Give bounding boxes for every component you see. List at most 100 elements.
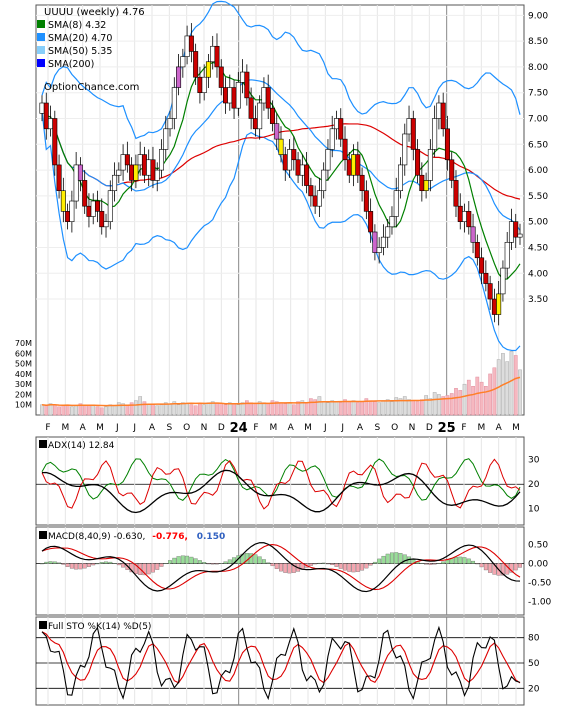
price-tick-label: 4.00 [528, 269, 548, 279]
candle-body [410, 118, 416, 150]
volume-tick-label: 40M [15, 370, 32, 379]
macd-histogram-bar [513, 563, 518, 571]
candle-body [116, 169, 122, 176]
candle-body [342, 138, 348, 161]
candle-body [338, 118, 344, 140]
volume-bar [40, 404, 44, 416]
candle-body [423, 180, 429, 192]
candle-body [504, 242, 510, 269]
price-tick-label: 9.00 [528, 11, 548, 21]
volume-bar [159, 404, 164, 416]
volume-bar [274, 401, 279, 416]
macd-histogram-bar [116, 563, 121, 566]
candle-body [124, 154, 130, 166]
volume-bar [291, 404, 296, 416]
candle-body [312, 195, 318, 207]
candle-body [385, 226, 391, 238]
legend-label: SMA(200) [48, 59, 94, 70]
x-tick-label: S [166, 423, 172, 433]
candle-body [201, 76, 207, 93]
macd-histogram-bar [159, 563, 164, 567]
indicator-tick-label: 0.50 [528, 541, 548, 551]
price-tick-label: 5.00 [528, 218, 548, 228]
candle-body [69, 200, 75, 222]
indicator-tick-label: 0.00 [528, 560, 548, 570]
candle-body [355, 154, 361, 176]
candle-body [432, 118, 438, 150]
macd-histogram-bar [266, 562, 271, 564]
volume-bar [287, 402, 292, 416]
candle-body [500, 267, 506, 295]
volume-bar [407, 399, 411, 416]
macd-histogram-bar [180, 555, 185, 564]
candle-body [103, 221, 109, 228]
candle-body [299, 164, 305, 176]
candle-body [513, 221, 519, 238]
macd-histogram-bar [91, 563, 96, 566]
macd-histogram-bar [338, 563, 343, 569]
candle-body [295, 159, 301, 176]
volume-bar [466, 379, 471, 416]
candle-body [60, 190, 66, 212]
volume-bar [304, 402, 309, 416]
stoch-label: Full STO %K(14) %D(5) [48, 622, 151, 632]
adx-label: ADX(14) 12.84 [48, 441, 115, 451]
candle-body [389, 216, 395, 228]
volume-bar [99, 407, 104, 416]
candle-body [487, 283, 493, 300]
macd-histogram-bar [279, 563, 283, 572]
candle-body [141, 154, 147, 176]
volume-bar [125, 404, 130, 416]
candle-body [291, 149, 297, 161]
candle-body [496, 293, 502, 315]
x-tick-label: M [304, 423, 312, 433]
candle-body [329, 128, 335, 150]
chart-title: UUUU (weekly) 4.76 [44, 7, 145, 18]
macd-histogram-bar [347, 563, 352, 572]
volume-bar [82, 404, 87, 416]
macd-line [41, 542, 521, 593]
volume-bar [95, 406, 100, 416]
volume-bar [168, 403, 172, 416]
volume-bar [518, 369, 522, 416]
candle-body [436, 102, 442, 119]
x-tick-label: F [253, 423, 258, 433]
adx-panel: 10 20 30 ADX(14) 12.84 [35, 436, 540, 526]
candle-body [137, 154, 143, 166]
macd-histogram-bar [436, 563, 441, 564]
indicator-tick-label: 80 [528, 634, 540, 644]
candle-body [188, 35, 194, 52]
macd-histogram-bar [325, 563, 330, 565]
volume-bar [360, 401, 364, 416]
x-tick-label: F [45, 423, 50, 433]
macd-histogram-bar [419, 563, 424, 564]
volume-bar [449, 393, 454, 416]
price-tick-label: 3.50 [528, 295, 548, 305]
volume-bar [479, 381, 484, 416]
candle-body [167, 118, 173, 130]
candle-body [193, 51, 199, 78]
macd-histogram-bar [44, 561, 49, 564]
volume-bar [91, 404, 96, 416]
volume-bar [52, 404, 57, 416]
volume-bar [57, 406, 61, 416]
volume-bar [138, 396, 143, 416]
macd-histogram-bar [210, 563, 215, 565]
x-tick-label: M [96, 423, 104, 433]
macd-histogram-bar [283, 563, 288, 573]
volume-bar [317, 396, 322, 416]
candle-body [415, 149, 421, 176]
macd-histogram-bar [355, 563, 360, 572]
stoch-d-line [41, 631, 521, 684]
volume-average-line [41, 376, 521, 407]
volume-bar [313, 399, 317, 416]
volume-bar [368, 400, 373, 416]
candle-body [146, 159, 152, 176]
candle-body [304, 164, 310, 186]
price-tick-label: 5.50 [528, 192, 548, 202]
candle-body [265, 87, 271, 109]
candle-body [227, 87, 233, 104]
x-tick-label: N [201, 423, 208, 433]
candle-body [73, 164, 79, 202]
volume-bar [283, 403, 288, 416]
